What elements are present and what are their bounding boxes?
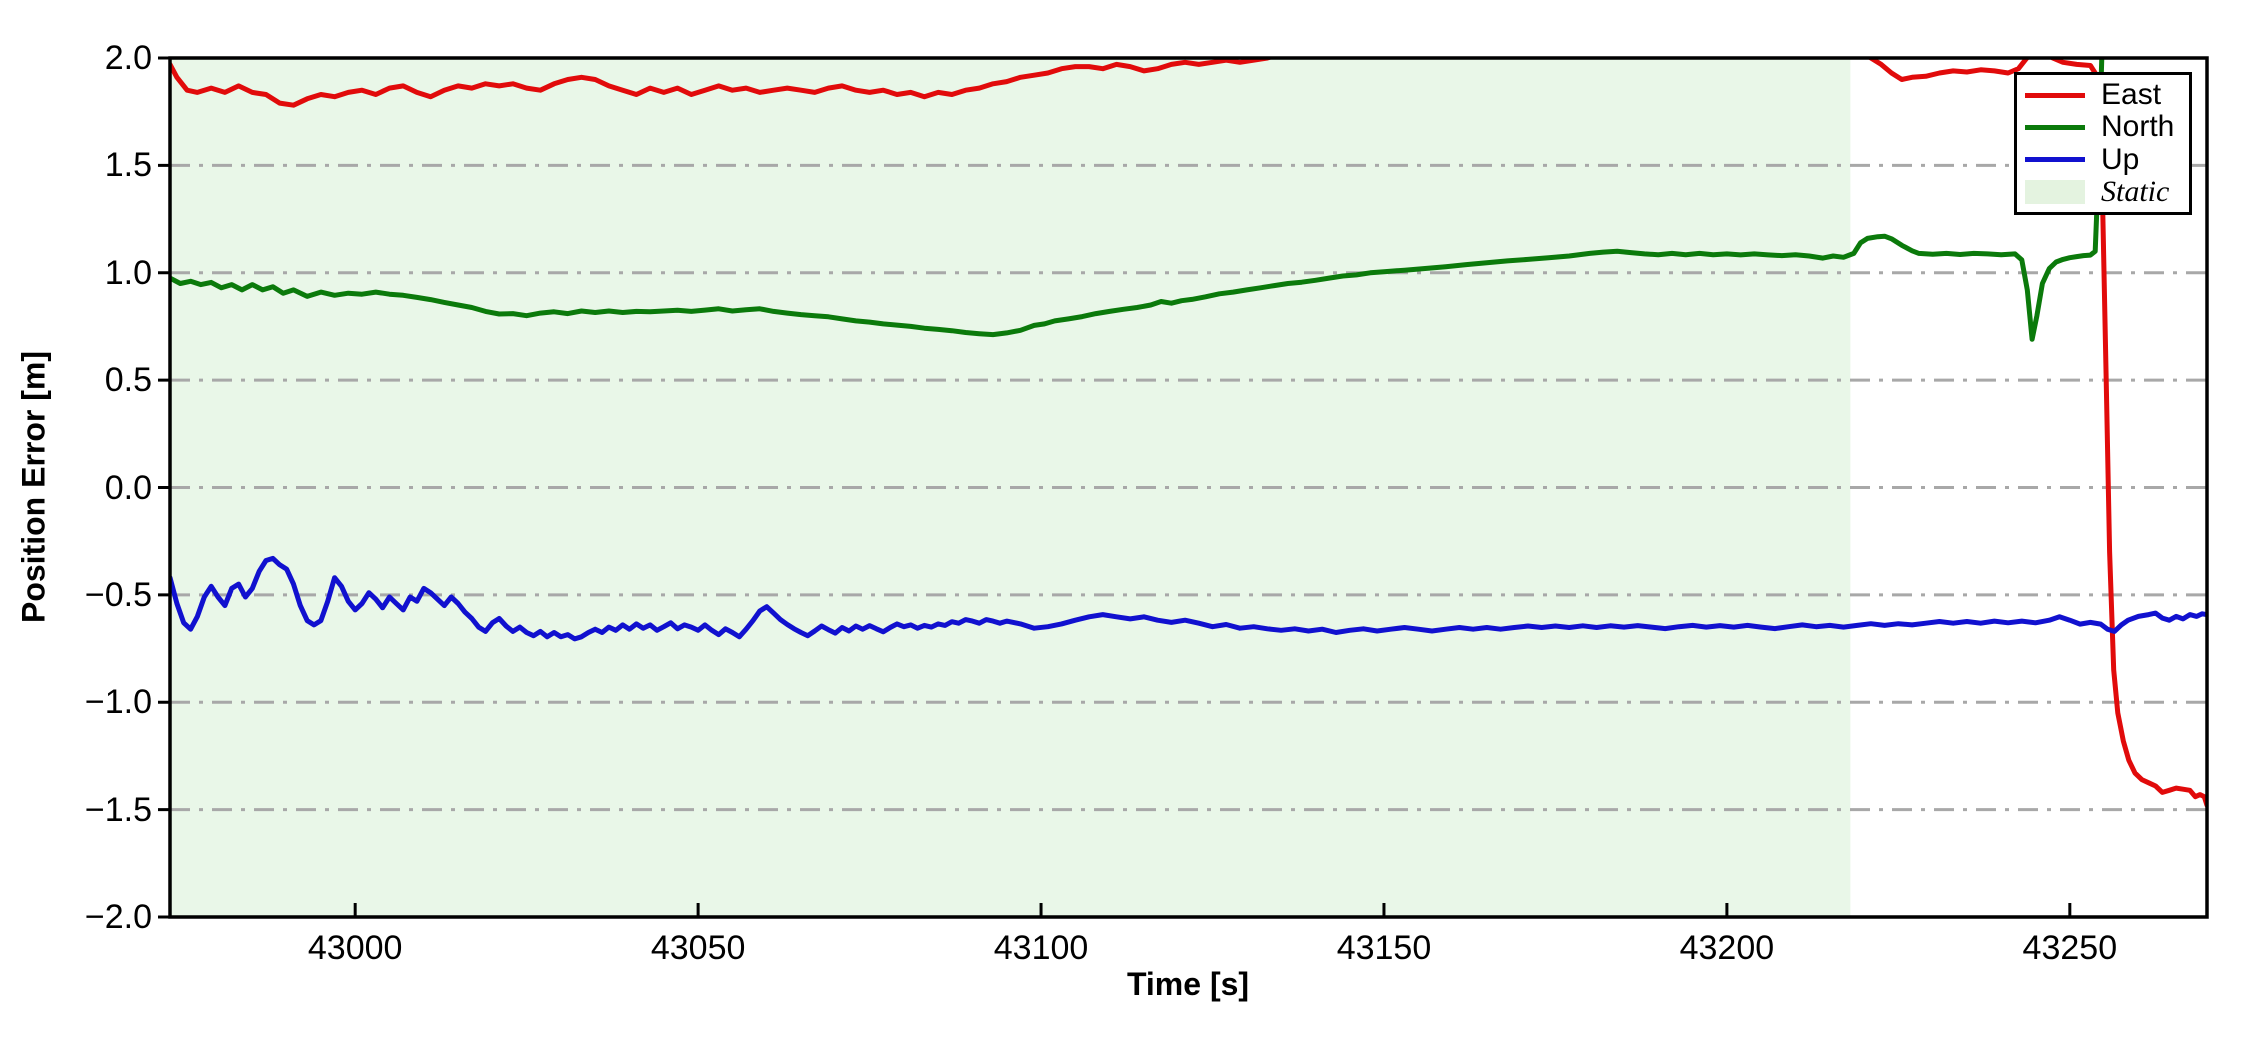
series-line-east bbox=[170, 58, 2207, 808]
y-tick-label-2.0: 2.0 bbox=[104, 39, 152, 77]
north-line-swatch bbox=[2025, 124, 2085, 130]
legend-item-static: Static bbox=[2025, 176, 2181, 208]
y-tick-label-−1.0: −1.0 bbox=[84, 683, 152, 722]
y-tick-label-−2.0: −2.0 bbox=[84, 898, 152, 936]
y-axis-title: Position Error [m] bbox=[15, 350, 52, 624]
y-tick-label-0.0: 0.0 bbox=[104, 468, 152, 507]
legend-item-east: East bbox=[2025, 79, 2181, 111]
x-axis-title: Time [s] bbox=[1126, 966, 1250, 1002]
x-tick-label-43100: 43100 bbox=[993, 929, 1089, 967]
x-tick-label-43050: 43050 bbox=[650, 929, 746, 967]
y-tick-label-−0.5: −0.5 bbox=[84, 575, 152, 614]
y-tick-label-1.0: 1.0 bbox=[104, 253, 152, 292]
y-tick-label-0.5: 0.5 bbox=[104, 361, 152, 400]
legend: East North Up Static bbox=[2014, 72, 2192, 215]
legend-item-north: North bbox=[2025, 111, 2181, 143]
legend-label-up: Up bbox=[2101, 142, 2140, 176]
x-tick-label-43150: 43150 bbox=[1336, 929, 1432, 967]
series-line-north bbox=[170, 58, 2105, 342]
east-line-swatch bbox=[2025, 92, 2085, 98]
series-line-up bbox=[170, 555, 2207, 642]
legend-label-static: Static bbox=[2101, 174, 2170, 208]
legend-label-north: North bbox=[2101, 110, 2175, 144]
x-tick-label-43200: 43200 bbox=[1679, 929, 1775, 967]
up-line-swatch bbox=[2025, 157, 2085, 163]
legend-item-up: Up bbox=[2025, 144, 2181, 176]
static-patch-swatch bbox=[2025, 179, 2085, 204]
y-tick-label-−1.5: −1.5 bbox=[84, 790, 152, 829]
x-tick-label-43000: 43000 bbox=[307, 929, 403, 967]
x-tick-label-43250: 43250 bbox=[2022, 929, 2118, 967]
y-tick-label-1.5: 1.5 bbox=[104, 146, 152, 185]
legend-label-east: East bbox=[2101, 78, 2162, 112]
